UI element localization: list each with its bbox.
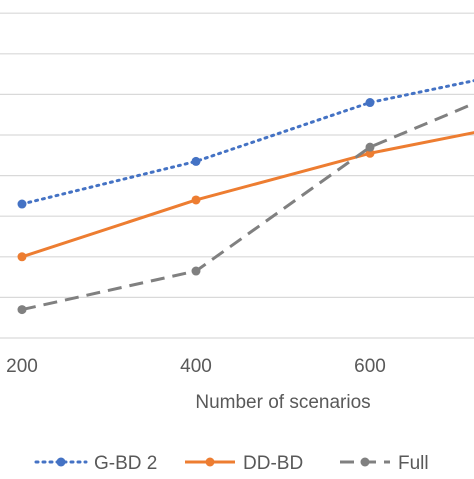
legend-swatch-marker [361, 458, 370, 467]
gridlines [0, 13, 474, 338]
x-axis-title: Number of scenarios [195, 392, 370, 413]
legend-swatch-marker [206, 458, 215, 467]
data-point [192, 195, 201, 204]
data-point [18, 305, 27, 314]
x-tick-labels: 200 400 600 [6, 356, 386, 377]
data-point [18, 252, 27, 261]
data-point [366, 143, 375, 152]
legend: G-BD 2 DD-BD Full [36, 453, 429, 474]
legend-label: DD-BD [243, 453, 303, 474]
x-tick-label: 400 [180, 356, 212, 377]
series-layer [18, 66, 474, 314]
data-point [18, 200, 27, 209]
legend-label: G-BD 2 [94, 453, 157, 474]
data-point [192, 267, 201, 276]
data-point [366, 98, 375, 107]
legend-label: Full [398, 453, 429, 474]
legend-swatch-marker [57, 458, 66, 467]
series-line-3 [22, 74, 474, 309]
x-tick-label: 600 [354, 356, 386, 377]
x-tick-label: 200 [6, 356, 38, 377]
data-point [192, 157, 201, 166]
